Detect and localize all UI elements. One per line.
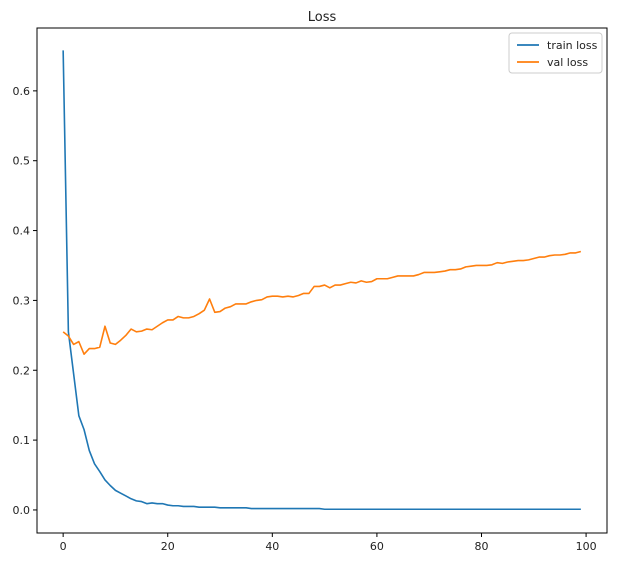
y-tick-label: 0.5 — [13, 155, 31, 168]
legend-box — [508, 32, 603, 74]
legend-label: val loss — [547, 56, 588, 69]
chart-title: Loss — [308, 10, 337, 25]
series-line-val-loss — [62, 250, 582, 355]
x-tick-label: 40 — [265, 540, 279, 553]
y-axis: 0.0 0.1 0.2 0.3 0.4 0.5 0.6 — [13, 85, 37, 517]
plot-frame — [36, 27, 608, 534]
x-tick-label: 0 — [60, 540, 67, 553]
x-tick-label: 20 — [161, 540, 175, 553]
series-line-train-loss — [62, 50, 581, 511]
y-tick-label: 0.0 — [13, 504, 31, 517]
x-tick-label: 100 — [576, 540, 597, 553]
x-tick-label: 60 — [370, 540, 384, 553]
x-axis: 0 20 40 60 80 100 — [60, 533, 597, 553]
y-tick-label: 0.3 — [13, 294, 31, 307]
y-tick-label: 0.1 — [13, 434, 31, 447]
legend: train loss val loss — [508, 32, 603, 74]
y-tick-label: 0.6 — [13, 85, 31, 98]
y-tick-label: 0.2 — [13, 364, 31, 377]
series-layer — [62, 50, 582, 511]
y-tick-label: 0.4 — [13, 225, 31, 238]
x-tick-label: 80 — [474, 540, 488, 553]
legend-label: train loss — [547, 39, 598, 52]
